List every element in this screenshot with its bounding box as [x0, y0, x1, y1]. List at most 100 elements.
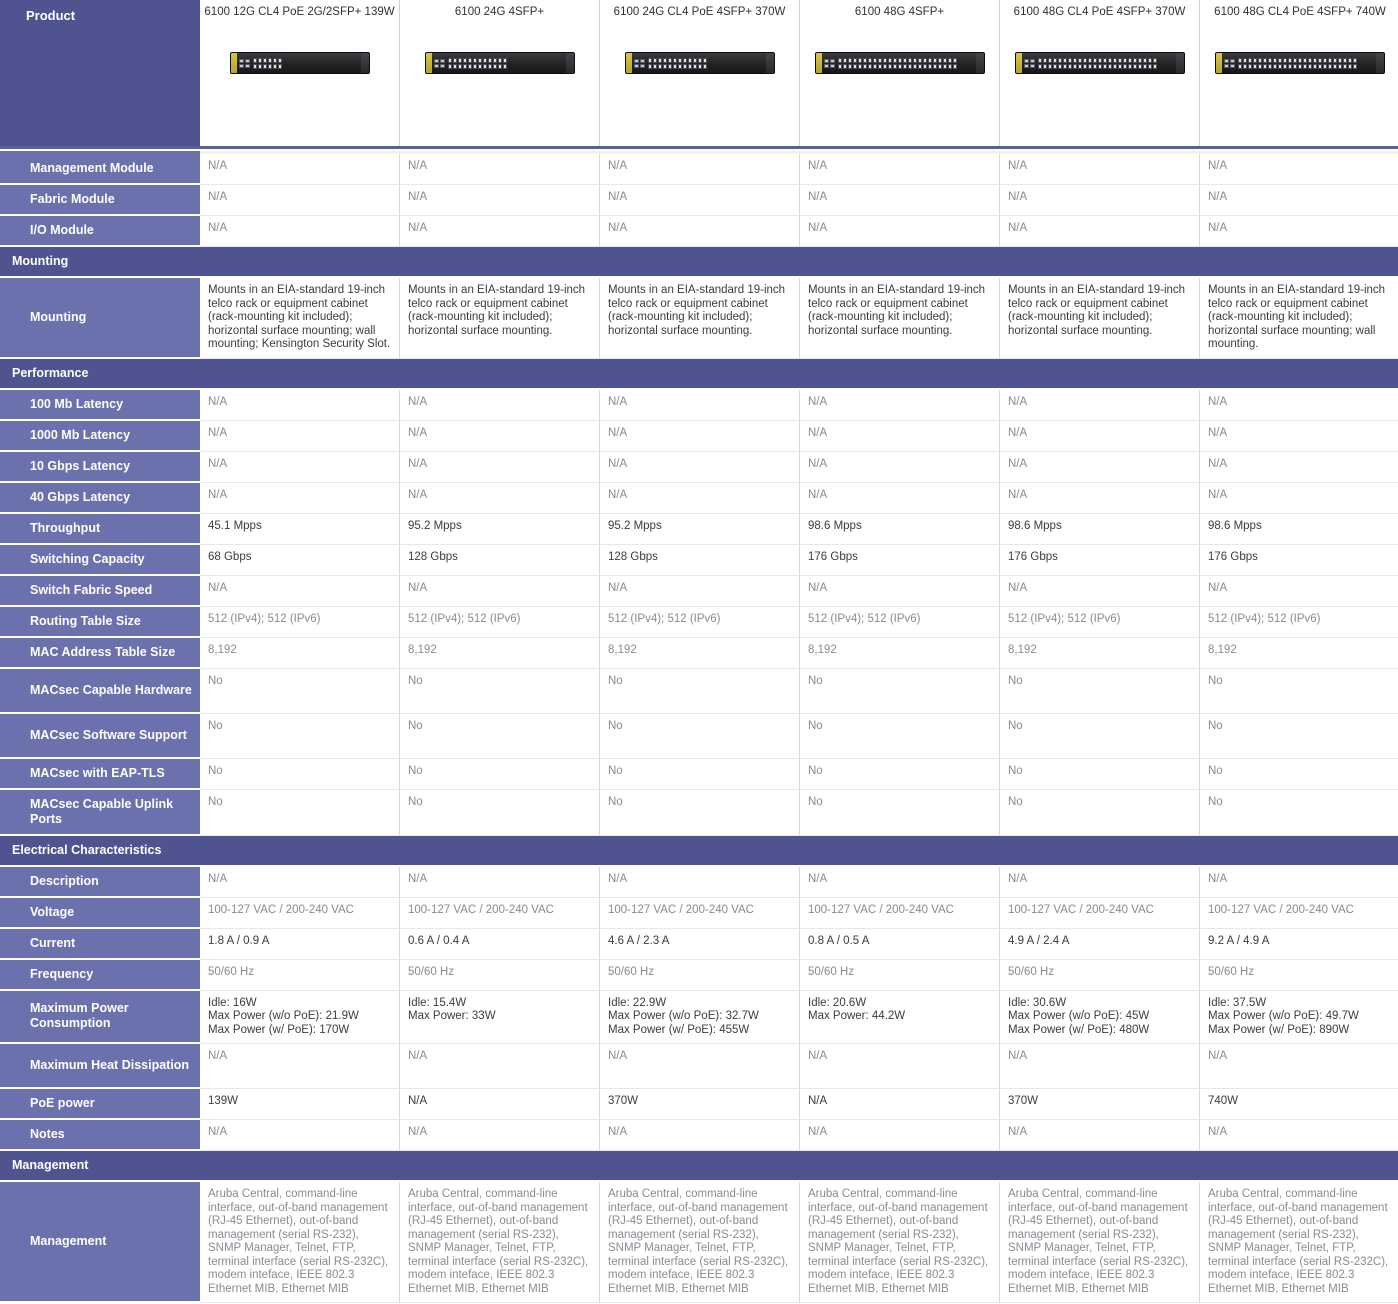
- cell-r11-c1: 68 Gbps: [200, 544, 400, 576]
- cell-r14-c6: 8,192: [1200, 637, 1398, 669]
- row-label: Fabric Module: [0, 185, 200, 216]
- spec-row-100-mb-latency: 100 Mb Latency N/A N/A N/A N/A N/A N/A: [0, 389, 1398, 421]
- cell-r24-c5: Idle: 30.6W Max Power (w/o PoE): 45W Max…: [1000, 990, 1200, 1044]
- spec-row-maximum-power-consumption: Maximum Power Consumption Idle: 16W Max P…: [0, 990, 1398, 1044]
- cell-r9-c2: N/A: [400, 482, 600, 514]
- product-column-2[interactable]: 6100 24G 4SFP+: [400, 0, 600, 146]
- cell-r2-c2: N/A: [400, 216, 600, 247]
- product-column-4[interactable]: 6100 48G 4SFP+: [800, 0, 1000, 146]
- cell-r4-c5: Mounts in an EIA-standard 19-inch telco …: [1000, 278, 1200, 359]
- row-label: 10 Gbps Latency: [0, 451, 200, 483]
- cell-r10-c6: 98.6 Mpps: [1200, 513, 1398, 545]
- row-label: MACsec with EAP-TLS: [0, 758, 200, 790]
- spec-row-i-o-module: I/O Module N/A N/A N/A N/A N/A N/A: [0, 216, 1398, 247]
- cell-r15-c3: No: [600, 668, 800, 714]
- cell-r22-c4: 0.8 A / 0.5 A: [800, 928, 1000, 960]
- cell-r22-c6: 9.2 A / 4.9 A: [1200, 928, 1398, 960]
- cell-r16-c3: No: [600, 713, 800, 759]
- cell-r4-c4: Mounts in an EIA-standard 19-inch telco …: [800, 278, 1000, 359]
- cell-r14-c5: 8,192: [1000, 637, 1200, 669]
- cell-r8-c6: N/A: [1200, 451, 1398, 483]
- cell-r12-c6: N/A: [1200, 575, 1398, 607]
- row-label: MAC Address Table Size: [0, 637, 200, 669]
- product-column-3[interactable]: 6100 24G CL4 PoE 4SFP+ 370W: [600, 0, 800, 146]
- cell-r0-c6: N/A: [1200, 154, 1398, 185]
- cell-r22-c5: 4.9 A / 2.4 A: [1000, 928, 1200, 960]
- row-label: Mounting: [0, 278, 200, 359]
- cell-r20-c2: N/A: [400, 866, 600, 898]
- cell-r26-c2: N/A: [400, 1089, 600, 1120]
- section-band: [200, 247, 1398, 278]
- cell-r13-c6: 512 (IPv4); 512 (IPv6): [1200, 606, 1398, 638]
- cell-r22-c1: 1.8 A / 0.9 A: [200, 928, 400, 960]
- row-label: Management Module: [0, 154, 200, 185]
- row-label: 40 Gbps Latency: [0, 482, 200, 514]
- cell-r1-c5: N/A: [1000, 185, 1200, 216]
- cell-r11-c3: 128 Gbps: [600, 544, 800, 576]
- cell-r22-c3: 4.6 A / 2.3 A: [600, 928, 800, 960]
- product-name: 6100 48G CL4 PoE 4SFP+ 370W: [1013, 6, 1186, 18]
- cell-r17-c6: No: [1200, 758, 1398, 790]
- switch-6100-48g-poe-370w-image: [1014, 52, 1185, 74]
- cell-r10-c2: 95.2 Mpps: [400, 513, 600, 545]
- row-label: Frequency: [0, 959, 200, 991]
- cell-r26-c5: 370W: [1000, 1089, 1200, 1120]
- row-label: Management: [0, 1182, 200, 1303]
- cell-r7-c5: N/A: [1000, 420, 1200, 452]
- row-label: Maximum Power Consumption: [0, 990, 200, 1044]
- cell-r20-c3: N/A: [600, 866, 800, 898]
- cell-r29-c5: Aruba Central, command-line interface, o…: [1000, 1182, 1200, 1303]
- cell-r27-c5: N/A: [1000, 1120, 1200, 1151]
- spec-row-macsec-software-support: MACsec Software Support No No No No No No: [0, 713, 1398, 759]
- cell-r15-c5: No: [1000, 668, 1200, 714]
- switch-6100-24g-image: [424, 52, 575, 74]
- cell-r6-c3: N/A: [600, 389, 800, 421]
- cell-r16-c1: No: [200, 713, 400, 759]
- cell-r25-c3: N/A: [600, 1044, 800, 1089]
- row-label: I/O Module: [0, 216, 200, 247]
- section-band: [200, 1151, 1398, 1182]
- product-column-6[interactable]: 6100 48G CL4 PoE 4SFP+ 740W: [1200, 0, 1398, 146]
- product-header-label: Product: [0, 0, 200, 146]
- cell-r16-c2: No: [400, 713, 600, 759]
- cell-r26-c4: N/A: [800, 1089, 1000, 1120]
- divider-line-label: [0, 151, 200, 154]
- cell-r23-c6: 50/60 Hz: [1200, 959, 1398, 991]
- row-label: Throughput: [0, 513, 200, 545]
- cell-r1-c4: N/A: [800, 185, 1000, 216]
- row-label: Voltage: [0, 897, 200, 929]
- product-column-5[interactable]: 6100 48G CL4 PoE 4SFP+ 370W: [1000, 0, 1200, 146]
- cell-r12-c2: N/A: [400, 575, 600, 607]
- cell-r12-c1: N/A: [200, 575, 400, 607]
- spec-row-management-module: Management Module N/A N/A N/A N/A N/A N/A: [0, 154, 1398, 185]
- row-label: Current: [0, 928, 200, 960]
- cell-r29-c4: Aruba Central, command-line interface, o…: [800, 1182, 1000, 1303]
- cell-r26-c6: 740W: [1200, 1089, 1398, 1120]
- cell-r9-c1: N/A: [200, 482, 400, 514]
- cell-r29-c6: Aruba Central, command-line interface, o…: [1200, 1182, 1398, 1303]
- cell-r27-c6: N/A: [1200, 1120, 1398, 1151]
- cell-r7-c2: N/A: [400, 420, 600, 452]
- cell-r24-c4: Idle: 20.6W Max Power: 44.2W: [800, 990, 1000, 1044]
- header-divider: [0, 146, 1398, 154]
- cell-r8-c3: N/A: [600, 451, 800, 483]
- cell-r7-c6: N/A: [1200, 420, 1398, 452]
- cell-r14-c4: 8,192: [800, 637, 1000, 669]
- cell-r6-c6: N/A: [1200, 389, 1398, 421]
- switch-6100-24g-poe-370w-image: [624, 52, 775, 74]
- section-label: Management: [0, 1151, 200, 1182]
- cell-r0-c3: N/A: [600, 154, 800, 185]
- cell-r20-c4: N/A: [800, 866, 1000, 898]
- row-label: Switch Fabric Speed: [0, 575, 200, 607]
- cell-r4-c1: Mounts in an EIA-standard 19-inch telco …: [200, 278, 400, 359]
- product-column-1[interactable]: 6100 12G CL4 PoE 2G/2SFP+ 139W: [200, 0, 400, 146]
- cell-r8-c1: N/A: [200, 451, 400, 483]
- cell-r27-c3: N/A: [600, 1120, 800, 1151]
- cell-r6-c5: N/A: [1000, 389, 1200, 421]
- cell-r8-c5: N/A: [1000, 451, 1200, 483]
- cell-r25-c4: N/A: [800, 1044, 1000, 1089]
- switch-6100-48g-image: [814, 52, 985, 74]
- cell-r13-c5: 512 (IPv4); 512 (IPv6): [1000, 606, 1200, 638]
- cell-r18-c4: No: [800, 789, 1000, 836]
- cell-r17-c5: No: [1000, 758, 1200, 790]
